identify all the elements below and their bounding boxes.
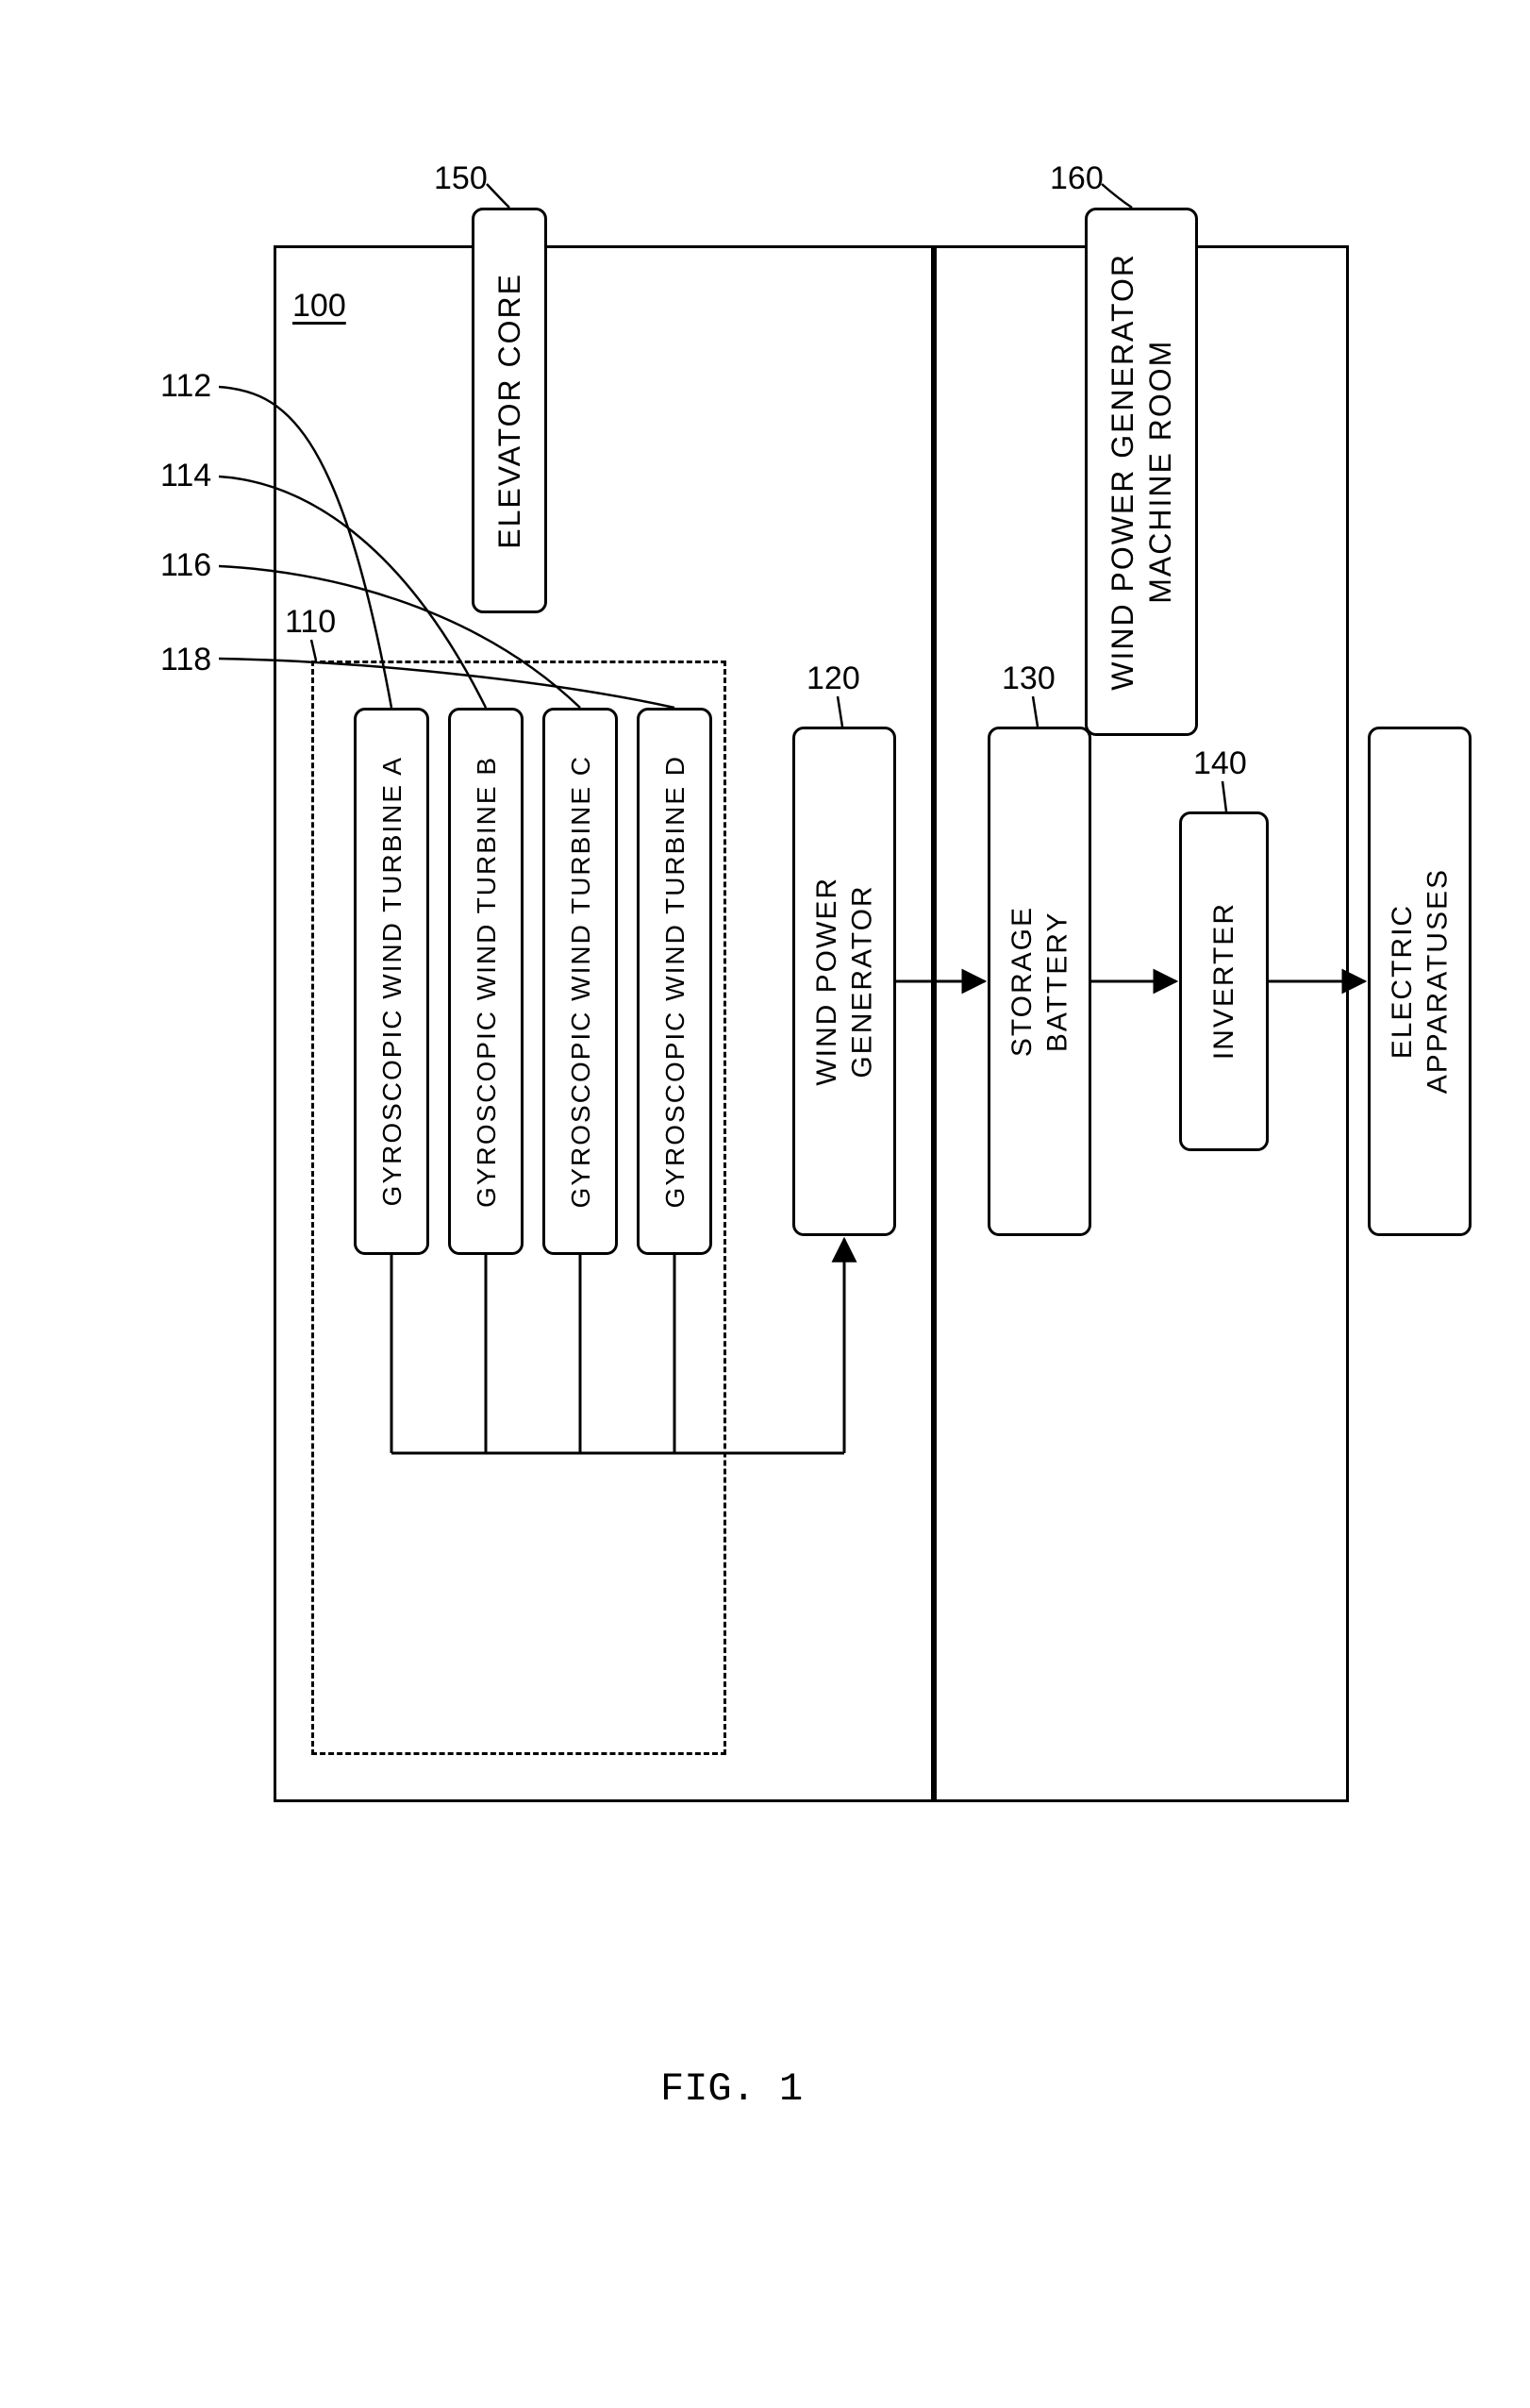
figure-caption: FIG. 1 (660, 2066, 803, 2112)
ref-112: 112 (160, 368, 211, 405)
ref-100: 100 (292, 288, 346, 325)
ref-114: 114 (160, 458, 211, 494)
ref-130: 130 (1002, 661, 1056, 697)
turbine-d-box: GYROSCOPIC WIND TURBINE D (637, 708, 712, 1255)
generator-label: WIND POWER GENERATOR (809, 877, 880, 1086)
machine-room-title-text: WIND POWER GENERATOR MACHINE ROOM (1104, 253, 1179, 691)
elevator-core-title: ELEVATOR CORE (472, 208, 547, 613)
ref-118: 118 (160, 642, 211, 678)
turbine-a-label: GYROSCOPIC WIND TURBINE A (375, 756, 408, 1206)
inverter-label: INVERTER (1206, 902, 1242, 1060)
turbine-b-box: GYROSCOPIC WIND TURBINE B (448, 708, 524, 1255)
ref-160: 160 (1050, 160, 1104, 197)
turbine-a-box: GYROSCOPIC WIND TURBINE A (354, 708, 429, 1255)
ref-150: 150 (434, 160, 488, 197)
battery-label: STORAGE BATTERY (1005, 906, 1075, 1057)
elevator-core-title-text: ELEVATOR CORE (491, 273, 528, 549)
generator-box: WIND POWER GENERATOR (792, 727, 896, 1236)
turbine-c-label: GYROSCOPIC WIND TURBINE C (564, 755, 597, 1208)
ref-116: 116 (160, 547, 211, 584)
ref-140: 140 (1193, 745, 1247, 782)
figure-page: ELEVATOR CORE WIND POWER GENERATOR MACHI… (0, 0, 1530, 2408)
turbine-c-box: GYROSCOPIC WIND TURBINE C (542, 708, 618, 1255)
ref-120: 120 (807, 661, 860, 697)
inverter-box: INVERTER (1179, 811, 1269, 1151)
machine-room-title: WIND POWER GENERATOR MACHINE ROOM (1085, 208, 1198, 736)
turbine-d-label: GYROSCOPIC WIND TURBINE D (658, 755, 691, 1208)
output-box: ELECTRIC APPARATUSES (1368, 727, 1472, 1236)
output-label: ELECTRIC APPARATUSES (1385, 868, 1455, 1094)
turbine-b-label: GYROSCOPIC WIND TURBINE B (470, 756, 503, 1208)
ref-110: 110 (285, 604, 336, 641)
battery-box: STORAGE BATTERY (988, 727, 1091, 1236)
